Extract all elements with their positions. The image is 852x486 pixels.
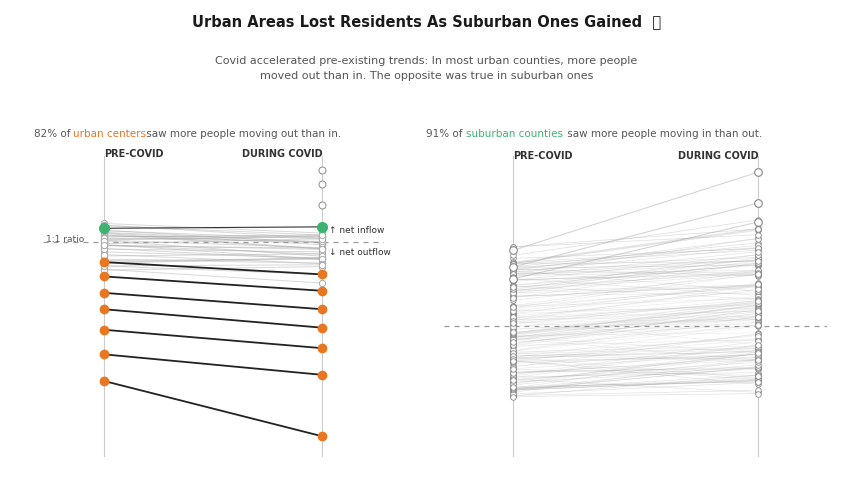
Text: 91% of: 91% of: [426, 129, 466, 139]
Text: Covid accelerated pre-existing trends: In most urban counties, more people
moved: Covid accelerated pre-existing trends: I…: [215, 56, 637, 81]
Text: 82% of: 82% of: [34, 129, 74, 139]
Text: suburban counties: suburban counties: [465, 129, 562, 139]
Text: urban centers: urban centers: [73, 129, 147, 139]
Text: DURING COVID: DURING COVID: [241, 149, 322, 158]
Text: ↓ net outflow: ↓ net outflow: [329, 248, 391, 258]
Text: PRE-COVID: PRE-COVID: [512, 152, 572, 161]
Text: ↑ net inflow: ↑ net inflow: [329, 226, 384, 235]
Text: saw more people moving out than in.: saw more people moving out than in.: [143, 129, 341, 139]
Text: 1:1 ratio: 1:1 ratio: [46, 235, 84, 244]
Text: Urban Areas Lost Residents As Suburban Ones Gained  📍: Urban Areas Lost Residents As Suburban O…: [192, 15, 660, 30]
Text: DURING COVID: DURING COVID: [676, 152, 757, 161]
Text: PRE-COVID: PRE-COVID: [104, 149, 164, 158]
Text: saw more people moving in than out.: saw more people moving in than out.: [563, 129, 761, 139]
